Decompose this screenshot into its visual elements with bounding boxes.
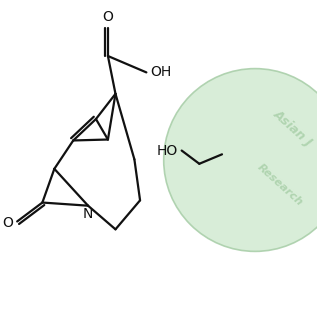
Text: O: O — [102, 10, 113, 24]
Text: N: N — [83, 207, 93, 221]
Text: Research: Research — [256, 162, 305, 208]
Text: O: O — [3, 216, 13, 230]
Text: HO: HO — [156, 144, 178, 157]
Text: OH: OH — [150, 65, 172, 79]
Circle shape — [164, 68, 320, 252]
Text: Asian J: Asian J — [271, 108, 315, 149]
